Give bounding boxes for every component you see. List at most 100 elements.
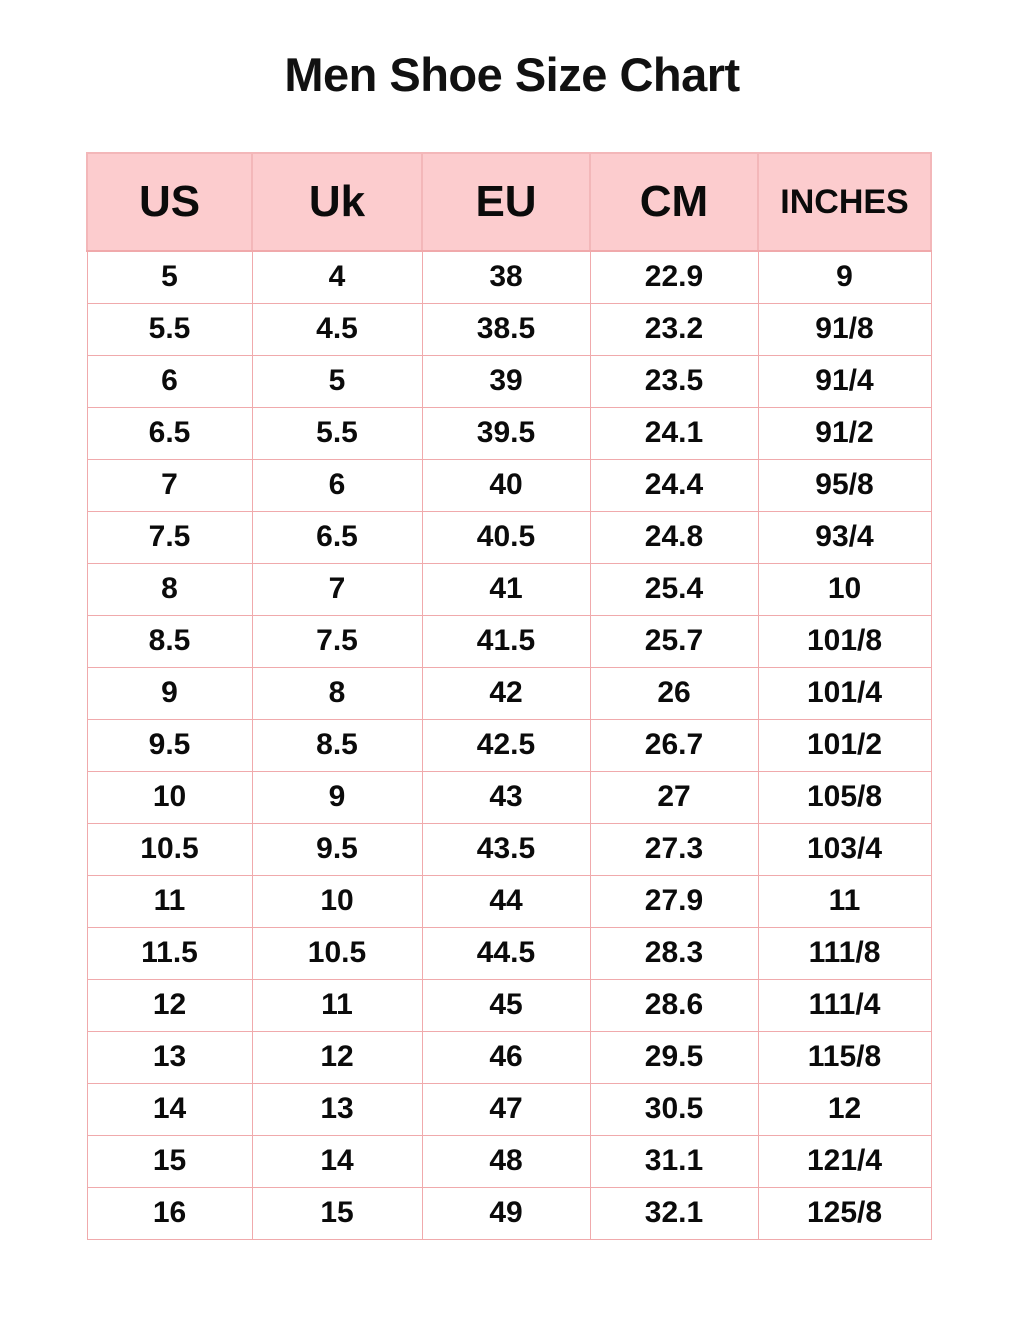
table-cell: 24.4 xyxy=(589,458,759,512)
table-cell: 47 xyxy=(421,1082,591,1136)
table-row: 6.5 5.5 39.5 24.1 91/2 xyxy=(86,406,932,460)
table-cell: 27.9 xyxy=(589,874,759,928)
table-cell: 41 xyxy=(421,562,591,616)
table-cell: 121/4 xyxy=(757,1134,932,1188)
table-cell: 49 xyxy=(421,1186,591,1240)
table-cell: 5 xyxy=(251,354,423,408)
table-row: 10 9 43 27 105/8 xyxy=(86,770,932,824)
table-row: 13 12 46 29.5 115/8 xyxy=(86,1030,932,1084)
table-cell: 42.5 xyxy=(421,718,591,772)
table-cell: 8.5 xyxy=(86,614,253,668)
table-cell: 10.5 xyxy=(251,926,423,980)
table-cell: 111/8 xyxy=(757,926,932,980)
table-cell: 9.5 xyxy=(251,822,423,876)
table-row: 10.5 9.5 43.5 27.3 103/4 xyxy=(86,822,932,876)
table-cell: 29.5 xyxy=(589,1030,759,1084)
table-cell: 15 xyxy=(86,1134,253,1188)
column-header-eu: EU xyxy=(421,152,591,252)
table-cell: 23.5 xyxy=(589,354,759,408)
table-cell: 101/8 xyxy=(757,614,932,668)
column-header-us: US xyxy=(86,152,253,252)
table-cell: 14 xyxy=(86,1082,253,1136)
table-cell: 4.5 xyxy=(251,302,423,356)
table-row: 5.5 4.5 38.5 23.2 91/8 xyxy=(86,302,932,356)
table-cell: 5 xyxy=(86,250,253,304)
table-cell: 27 xyxy=(589,770,759,824)
table-cell: 12 xyxy=(757,1082,932,1136)
table-row: 7 6 40 24.4 95/8 xyxy=(86,458,932,512)
table-cell: 44 xyxy=(421,874,591,928)
table-cell: 7 xyxy=(86,458,253,512)
page-title: Men Shoe Size Chart xyxy=(284,48,740,101)
table-cell: 22.9 xyxy=(589,250,759,304)
table-cell: 125/8 xyxy=(757,1186,932,1240)
table-cell: 5.5 xyxy=(251,406,423,460)
column-header-uk: Uk xyxy=(251,152,423,252)
table-cell: 8 xyxy=(251,666,423,720)
table-cell: 6 xyxy=(86,354,253,408)
table-cell: 26 xyxy=(589,666,759,720)
table-cell: 91/8 xyxy=(757,302,932,356)
table-cell: 13 xyxy=(86,1030,253,1084)
table-cell: 9 xyxy=(757,250,932,304)
table-cell: 9 xyxy=(251,770,423,824)
table-cell: 28.3 xyxy=(589,926,759,980)
table-cell: 43.5 xyxy=(421,822,591,876)
table-cell: 27.3 xyxy=(589,822,759,876)
table-cell: 91/2 xyxy=(757,406,932,460)
table-cell: 101/2 xyxy=(757,718,932,772)
table-cell: 7 xyxy=(251,562,423,616)
table-cell: 16 xyxy=(86,1186,253,1240)
table-row: 8 7 41 25.4 10 xyxy=(86,562,932,616)
table-row: 12 11 45 28.6 111/4 xyxy=(86,978,932,1032)
table-cell: 30.5 xyxy=(589,1082,759,1136)
table-cell: 44.5 xyxy=(421,926,591,980)
table-cell: 8 xyxy=(86,562,253,616)
table-row: 9.5 8.5 42.5 26.7 101/2 xyxy=(86,718,932,772)
table-cell: 6.5 xyxy=(251,510,423,564)
table-cell: 6.5 xyxy=(86,406,253,460)
table-cell: 91/4 xyxy=(757,354,932,408)
table-cell: 40.5 xyxy=(421,510,591,564)
table-row: 7.5 6.5 40.5 24.8 93/4 xyxy=(86,510,932,564)
table-row: 11.5 10.5 44.5 28.3 111/8 xyxy=(86,926,932,980)
table-cell: 41.5 xyxy=(421,614,591,668)
table-cell: 25.4 xyxy=(589,562,759,616)
table-cell: 101/4 xyxy=(757,666,932,720)
column-header-cm: CM xyxy=(589,152,759,252)
table-cell: 39.5 xyxy=(421,406,591,460)
table-cell: 31.1 xyxy=(589,1134,759,1188)
table-cell: 40 xyxy=(421,458,591,512)
table-cell: 10 xyxy=(86,770,253,824)
table-cell: 6 xyxy=(251,458,423,512)
table-body: 5 4 38 22.9 9 5.5 4.5 38.5 23.2 91/8 6 5 39 23.5 91/4 6… xyxy=(86,250,932,1240)
table-cell: 11 xyxy=(757,874,932,928)
table-cell: 38 xyxy=(421,250,591,304)
table-row: 9 8 42 26 101/4 xyxy=(86,666,932,720)
table-cell: 25.7 xyxy=(589,614,759,668)
table-cell: 32.1 xyxy=(589,1186,759,1240)
table-cell: 39 xyxy=(421,354,591,408)
table-cell: 26.7 xyxy=(589,718,759,772)
table-row: 15 14 48 31.1 121/4 xyxy=(86,1134,932,1188)
table-cell: 12 xyxy=(86,978,253,1032)
table-cell: 10.5 xyxy=(86,822,253,876)
table-cell: 42 xyxy=(421,666,591,720)
table-cell: 13 xyxy=(251,1082,423,1136)
table-row: 6 5 39 23.5 91/4 xyxy=(86,354,932,408)
table-cell: 4 xyxy=(251,250,423,304)
table-row: 16 15 49 32.1 125/8 xyxy=(86,1186,932,1240)
table-cell: 9 xyxy=(86,666,253,720)
table-cell: 103/4 xyxy=(757,822,932,876)
table-cell: 38.5 xyxy=(421,302,591,356)
table-cell: 43 xyxy=(421,770,591,824)
table-row: 14 13 47 30.5 12 xyxy=(86,1082,932,1136)
size-chart-table: US Uk EU CM INCHES 5 4 38 22.9 9 5.5 4.5 38.5 23… xyxy=(86,152,932,1240)
table-cell: 28.6 xyxy=(589,978,759,1032)
table-cell: 105/8 xyxy=(757,770,932,824)
table-header: US Uk EU CM INCHES xyxy=(86,152,932,252)
column-header-inches: INCHES xyxy=(757,152,932,252)
table-cell: 48 xyxy=(421,1134,591,1188)
table-cell: 24.8 xyxy=(589,510,759,564)
